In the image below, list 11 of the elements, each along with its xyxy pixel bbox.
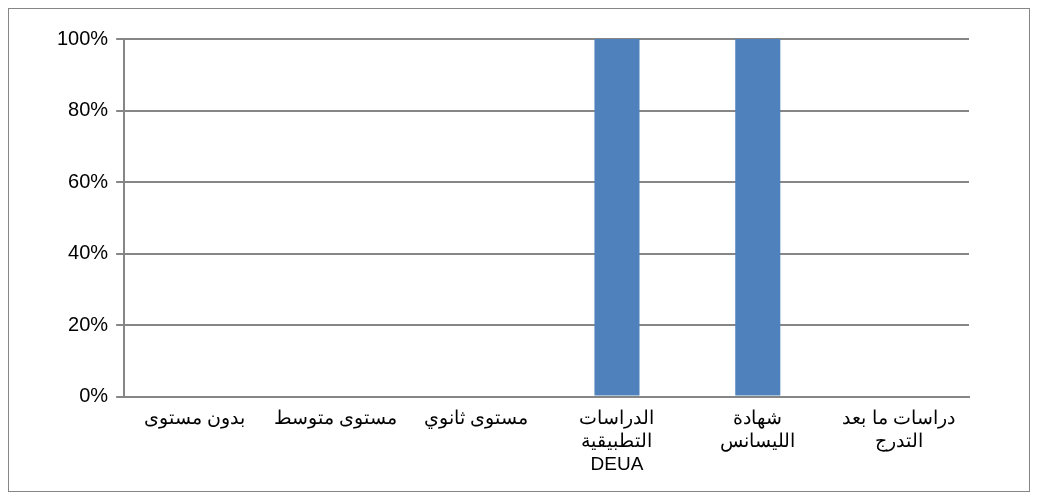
x-tick-label: دراسات ما بعد التدرج	[842, 407, 955, 453]
x-tick-label: بدون مستوى	[143, 407, 246, 430]
x-tick-label: مستوى ثانوي	[424, 407, 529, 430]
x-tick-label: شهادة الليسانس	[720, 407, 796, 453]
y-tick-label: 0%	[79, 384, 109, 407]
y-tick-label: 100%	[57, 26, 109, 49]
y-tick-label: 20%	[68, 312, 109, 335]
y-tick-label: 80%	[68, 98, 109, 121]
x-tick-label: مستوى متوسط	[273, 407, 397, 430]
y-tick-label: 60%	[68, 169, 109, 192]
y-tick-label: 40%	[68, 241, 109, 264]
